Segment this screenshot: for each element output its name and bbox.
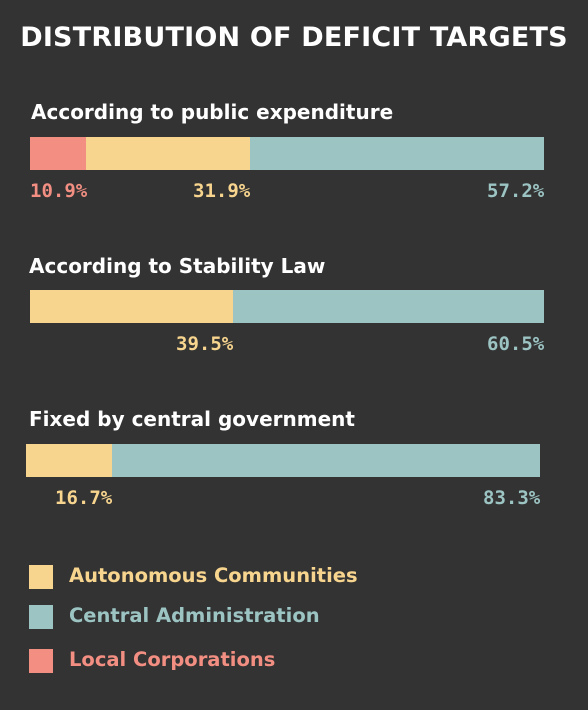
- legend-swatch-central-administration: [29, 605, 53, 629]
- bar-segment-central-administration: [112, 444, 540, 477]
- bar-segment-local-corporations: [30, 137, 86, 170]
- page-title: DISTRIBUTION OF DEFICIT TARGETS: [20, 22, 568, 53]
- bar-segment-autonomous-communities: [86, 137, 250, 170]
- chart-title: According to Stability Law: [29, 254, 326, 278]
- value-label-central-administration: 83.3%: [483, 487, 541, 509]
- stacked-bar: [26, 444, 540, 477]
- bar-segment-autonomous-communities: [26, 444, 112, 477]
- value-label-autonomous-communities: 16.7%: [55, 487, 113, 509]
- value-label-autonomous-communities: 31.9%: [193, 180, 251, 202]
- legend-swatch-autonomous-communities: [29, 565, 53, 589]
- stacked-bar: [30, 137, 544, 170]
- bar-segment-central-administration: [250, 137, 544, 170]
- legend-label-central-administration: Central Administration: [69, 604, 320, 627]
- bar-segment-autonomous-communities: [30, 290, 233, 323]
- value-label-local-corporations: 10.9%: [30, 180, 88, 202]
- value-label-central-administration: 57.2%: [487, 180, 545, 202]
- value-label-autonomous-communities: 39.5%: [176, 333, 234, 355]
- value-label-central-administration: 60.5%: [487, 333, 545, 355]
- chart-title: Fixed by central government: [29, 407, 355, 431]
- chart-title: According to public expenditure: [31, 100, 394, 124]
- stacked-bar: [30, 290, 544, 323]
- legend-swatch-local-corporations: [29, 649, 53, 673]
- legend-label-autonomous-communities: Autonomous Communities: [69, 564, 358, 587]
- legend-label-local-corporations: Local Corporations: [69, 648, 276, 671]
- bar-segment-central-administration: [233, 290, 544, 323]
